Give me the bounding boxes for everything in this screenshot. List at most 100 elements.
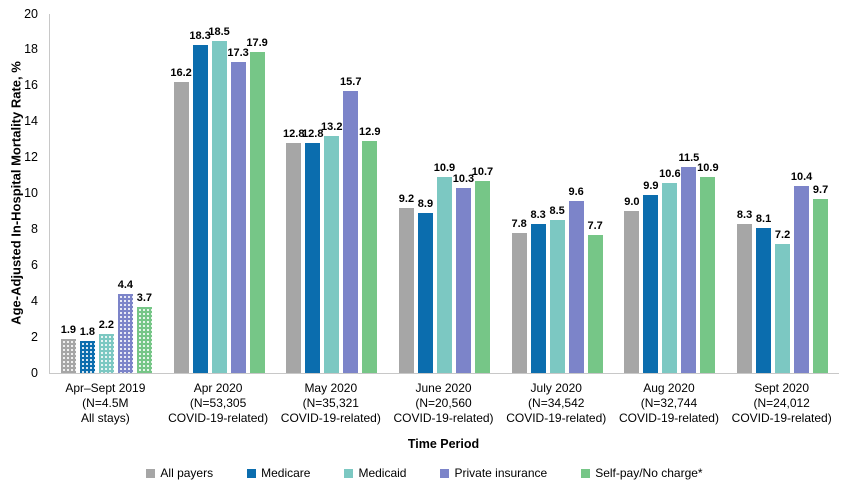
bar-slot: 10.6 xyxy=(659,14,681,373)
bar-medicaid xyxy=(775,243,791,373)
bar-self-pay-no-charge xyxy=(813,198,829,373)
bar-slot: 17.3 xyxy=(227,14,249,373)
bar-private-insurance xyxy=(794,186,810,373)
bar-medicaid xyxy=(436,177,452,373)
bar-slot: 11.5 xyxy=(678,14,700,373)
bar-value-label: 12.9 xyxy=(359,126,381,139)
bar-slot: 9.9 xyxy=(643,14,659,373)
bar-group: 1.9 1.8 2.2 4.4 3.7 xyxy=(61,14,152,373)
bar-slot: 13.2 xyxy=(321,14,343,373)
y-tick-label: 16 xyxy=(24,78,38,93)
bar-slot: 17.9 xyxy=(246,14,268,373)
bar-slot: 1.8 xyxy=(80,14,95,373)
bar-value-label: 8.5 xyxy=(549,205,565,218)
bar-slot: 10.9 xyxy=(433,14,456,373)
bar-all-payers xyxy=(60,338,76,373)
bar-value-label: 7.8 xyxy=(511,218,527,230)
bar-self-pay-no-charge xyxy=(136,306,152,373)
bar-slot: 10.9 xyxy=(697,14,719,373)
legend-item-medicaid: Medicaid xyxy=(344,466,406,480)
legend-item-medicare: Medicare xyxy=(247,466,310,480)
bar-medicare xyxy=(192,44,208,373)
y-tick-label: 12 xyxy=(24,150,38,165)
y-tick-label: 8 xyxy=(31,221,38,236)
bar-medicaid xyxy=(549,220,565,373)
bar-private-insurance xyxy=(568,200,584,373)
bar-self-pay-no-charge xyxy=(249,51,265,373)
bar-slot: 12.9 xyxy=(359,14,381,373)
bar-medicare xyxy=(417,213,433,373)
bar-slot: 2.2 xyxy=(99,14,114,373)
bar-value-label: 1.9 xyxy=(60,323,76,336)
bar-all-payers xyxy=(286,143,302,373)
bar-value-label: 7.2 xyxy=(774,228,791,241)
y-tick-label: 20 xyxy=(24,6,38,21)
bar-all-payers xyxy=(624,211,640,373)
bar-value-label: 4.4 xyxy=(117,279,133,292)
bar-value-label: 8.3 xyxy=(530,209,546,222)
bar-group: 9.2 8.9 10.9 10.3 10.7 xyxy=(399,14,493,373)
bar-value-label: 10.6 xyxy=(659,167,681,180)
bar-slot: 7.8 xyxy=(512,14,527,373)
bar-value-label: 3.7 xyxy=(136,291,152,304)
bar-value-label: 11.5 xyxy=(678,151,700,164)
bar-medicaid xyxy=(662,182,678,373)
bar-value-label: 17.9 xyxy=(246,36,268,49)
bar-value-label: 9.6 xyxy=(568,185,584,198)
bar-medicaid xyxy=(211,40,227,373)
y-tick-label: 2 xyxy=(31,329,38,344)
legend-swatch-icon xyxy=(247,468,257,478)
bar-value-label: 13.2 xyxy=(321,121,343,134)
legend-item-private-insurance: Private insurance xyxy=(440,466,547,480)
bar-slot: 8.3 xyxy=(531,14,546,373)
bar-slot: 8.5 xyxy=(550,14,565,373)
bar-private-insurance xyxy=(117,294,133,373)
y-tick-label: 4 xyxy=(31,293,38,308)
legend-label: Medicare xyxy=(261,466,311,480)
bar-value-label: 9.7 xyxy=(812,183,829,196)
legend: All payers Medicare Medicaid Private insura… xyxy=(0,466,849,480)
category-label: Aug 2020 (N=32,744 COVID-19-related) xyxy=(618,381,719,425)
bar-slot: 10.3 xyxy=(452,14,475,373)
bar-value-label: 8.9 xyxy=(417,198,434,211)
bar-value-label: 1.8 xyxy=(79,325,95,338)
bar-slot: 9.6 xyxy=(569,14,584,373)
bar-slot: 9.2 xyxy=(399,14,414,373)
category-label: Apr 2020 (N=53,305 COVID-19-related) xyxy=(168,381,269,425)
bar-medicare xyxy=(643,195,659,373)
category-label: July 2020 (N=34,542 COVID-19-related) xyxy=(506,381,607,425)
bar-slot: 8.9 xyxy=(418,14,433,373)
bar-value-label: 8.3 xyxy=(736,209,753,222)
bar-medicaid xyxy=(98,333,114,373)
y-tick-label: 14 xyxy=(24,114,38,129)
bar-all-payers xyxy=(173,82,189,373)
plot-area: 1.9 1.8 2.2 4.4 3.7 16.2 18.3 18.5 17.3 17.9 12.8 1… xyxy=(49,14,839,374)
y-tick-label: 6 xyxy=(31,257,38,272)
y-tick-label: 10 xyxy=(24,186,38,200)
bar-medicare xyxy=(79,340,95,373)
bar-slot: 16.2 xyxy=(170,14,192,373)
bar-slot: 1.9 xyxy=(61,14,76,373)
bar-slot: 18.5 xyxy=(208,14,230,373)
legend-label: Private insurance xyxy=(454,466,548,480)
category-label: Sept 2020 (N=24,012 COVID-19-related) xyxy=(731,381,832,425)
bar-all-payers xyxy=(511,233,527,373)
y-tick-label: 18 xyxy=(24,42,38,57)
bar-value-label: 10.9 xyxy=(433,162,456,175)
bar-value-label: 18.3 xyxy=(189,29,211,42)
legend-swatch-icon xyxy=(581,468,591,478)
bar-slot: 8.3 xyxy=(737,14,752,373)
bar-value-label: 10.3 xyxy=(452,173,475,186)
legend-label: All payers xyxy=(160,466,214,480)
bar-slot: 12.8 xyxy=(302,14,323,373)
bar-private-insurance xyxy=(230,62,246,373)
bar-group: 12.8 12.8 13.2 15.7 12.9 xyxy=(283,14,381,373)
bar-group: 7.8 8.3 8.5 9.6 7.7 xyxy=(512,14,603,373)
bar-private-insurance xyxy=(343,91,359,373)
legend-item-self-pay-no-charge: Self-pay/No charge* xyxy=(581,466,703,480)
bar-self-pay-no-charge xyxy=(474,180,490,373)
bar-self-pay-no-charge xyxy=(700,177,716,373)
bar-value-label: 9.0 xyxy=(624,196,640,209)
x-axis-title: Time Period xyxy=(407,437,480,451)
